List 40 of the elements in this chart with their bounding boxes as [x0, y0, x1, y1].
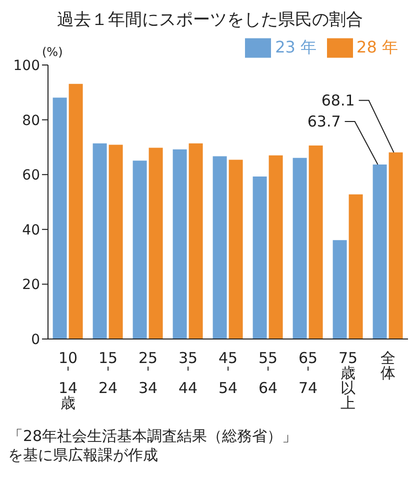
- y-tick-label: 0: [31, 332, 40, 348]
- legend-label: 23 年: [275, 37, 317, 56]
- x-tick-label: 45 ˈ 54: [218, 349, 238, 397]
- bar: [332, 240, 347, 339]
- bar: [68, 84, 83, 339]
- x-tick-label: 15 ˈ 24: [98, 349, 118, 397]
- bar: [388, 152, 403, 339]
- bar: [268, 155, 283, 339]
- bar: [172, 149, 187, 339]
- bar: [148, 148, 163, 339]
- x-tick-label: 75 歳以上: [338, 349, 358, 412]
- x-tick-label: 35 ˈ 44: [178, 349, 198, 397]
- y-tick-label: 80: [22, 112, 40, 129]
- x-tick-label: 25 ˈ 34: [138, 349, 158, 397]
- bar: [228, 160, 243, 339]
- bar: [132, 160, 147, 339]
- bar: [308, 146, 323, 339]
- x-tick-label: 10 ˈ 14 歳: [58, 349, 78, 412]
- bar: [188, 143, 203, 339]
- bar: [292, 158, 307, 339]
- data-label: 63.7: [307, 112, 341, 130]
- y-tick-label: 20: [22, 277, 40, 294]
- bar: [252, 176, 267, 339]
- bar: [92, 143, 107, 339]
- bar: [348, 194, 363, 339]
- y-tick-label: 60: [22, 168, 40, 184]
- y-axis-title: (%): [42, 45, 63, 59]
- x-tick-label: 55 ˈ 64: [258, 349, 278, 397]
- x-tick-label: 全体: [380, 349, 396, 382]
- data-label: 68.1: [321, 91, 355, 110]
- text: 「28年社会生活基本調査結果（総務省）」を基に県広報課が作成: [8, 427, 298, 465]
- legend-label: 28 年: [356, 37, 398, 56]
- bar: [108, 144, 123, 339]
- y-tick-label: 100: [13, 58, 40, 74]
- bar: [372, 164, 387, 339]
- bar: [212, 156, 227, 339]
- y-tick-label: 40: [22, 222, 40, 238]
- chart-title: 過去１年間にスポーツをした県民の割合: [56, 9, 364, 31]
- bar: [52, 98, 67, 339]
- x-tick-label: 65 ˈ 74: [298, 349, 318, 397]
